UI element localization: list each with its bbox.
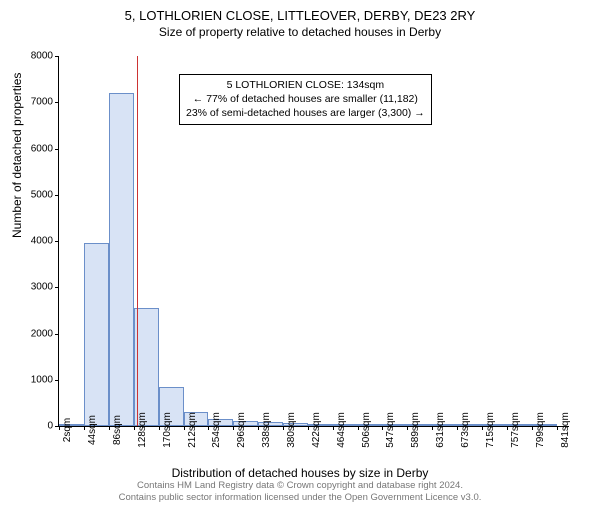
plot-area: 0100020003000400050006000700080002sqm44s… — [58, 56, 569, 427]
chart-area: 0100020003000400050006000700080002sqm44s… — [58, 56, 568, 426]
x-axis-label: Distribution of detached houses by size … — [0, 466, 600, 480]
x-tick-label: 338sqm — [261, 412, 272, 448]
x-tick-label: 380sqm — [286, 412, 297, 448]
y-tick-label: 5000 — [13, 189, 53, 200]
x-tick-label: 254sqm — [211, 412, 222, 448]
x-tick-label: 86sqm — [112, 415, 123, 445]
footer-line1: Contains HM Land Registry data © Crown c… — [137, 480, 463, 491]
x-tick-label: 464sqm — [336, 412, 347, 448]
x-tick-label: 296sqm — [236, 412, 247, 448]
anno-line1: 5 LOTHLORIEN CLOSE: 134sqm — [227, 79, 385, 91]
x-tick-label: 506sqm — [361, 412, 372, 448]
x-tick-label: 422sqm — [311, 412, 322, 448]
title-main: 5, LOTHLORIEN CLOSE, LITTLEOVER, DERBY, … — [0, 8, 600, 23]
y-tick-label: 8000 — [13, 51, 53, 62]
footer-attribution: Contains HM Land Registry data © Crown c… — [0, 480, 600, 504]
histogram-bar — [84, 243, 109, 426]
x-tick-label: 673sqm — [460, 412, 471, 448]
y-tick-label: 4000 — [13, 236, 53, 247]
y-tick-label: 2000 — [13, 328, 53, 339]
footer-line2: Contains public sector information licen… — [119, 492, 482, 503]
x-tick-label: 631sqm — [435, 412, 446, 448]
x-tick-label: 799sqm — [535, 412, 546, 448]
x-tick-label: 170sqm — [162, 412, 173, 448]
histogram-bar — [109, 93, 134, 426]
x-tick-label: 757sqm — [510, 412, 521, 448]
property-marker-line — [137, 56, 138, 426]
x-tick-label: 715sqm — [485, 412, 496, 448]
x-tick-label: 589sqm — [410, 412, 421, 448]
y-tick-label: 6000 — [13, 143, 53, 154]
annotation-box: 5 LOTHLORIEN CLOSE: 134sqm ← 77% of detac… — [179, 74, 432, 125]
x-tick-label: 547sqm — [385, 412, 396, 448]
anno-line3: 23% of semi-detached houses are larger (… — [186, 107, 425, 119]
y-tick-label: 3000 — [13, 282, 53, 293]
title-sub: Size of property relative to detached ho… — [0, 25, 600, 39]
x-tick-label: 841sqm — [560, 412, 571, 448]
y-tick-label: 1000 — [13, 374, 53, 385]
x-tick-label: 44sqm — [87, 415, 98, 445]
y-tick-label: 0 — [13, 421, 53, 432]
x-tick-label: 2sqm — [62, 418, 73, 442]
anno-line2: ← 77% of detached houses are smaller (11… — [193, 93, 418, 105]
y-tick-label: 7000 — [13, 97, 53, 108]
x-tick-label: 128sqm — [137, 412, 148, 448]
x-tick-label: 212sqm — [187, 412, 198, 448]
